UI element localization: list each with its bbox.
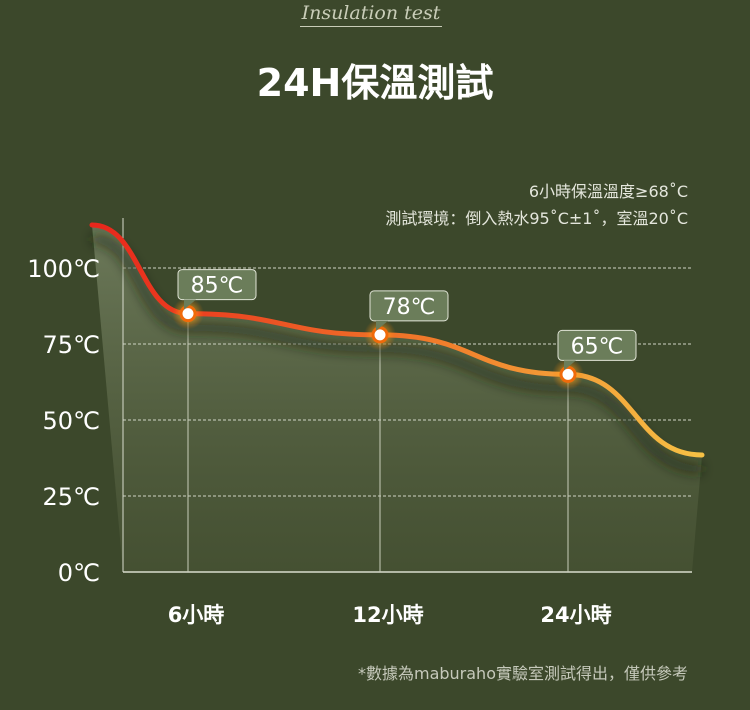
page-title: 24H保溫測試 <box>256 61 494 105</box>
footnote: *數據為maburaho實驗室測試得出，僅供參考 <box>357 664 688 683</box>
data-point <box>179 305 197 323</box>
data-label: 78℃ <box>369 290 449 331</box>
y-tick-label: 75℃ <box>43 331 101 359</box>
x-tick-label: 24小時 <box>540 603 611 627</box>
data-label: 65℃ <box>557 329 637 371</box>
subtitle: Insulation test <box>300 2 442 27</box>
data-point <box>559 365 577 383</box>
data-label-text: 65℃ <box>571 334 624 359</box>
note-conditions: 測試環境：倒入熱水95˚C±1˚，室溫20˚C <box>385 209 688 228</box>
data-label-box <box>557 329 637 361</box>
data-label-pointer <box>376 320 388 331</box>
y-tick-label: 0℃ <box>58 559 100 587</box>
data-label-box <box>369 290 449 322</box>
data-label-pointer <box>184 299 196 310</box>
data-label-box <box>177 269 257 301</box>
y-tick-label: 100℃ <box>27 255 100 283</box>
x-tick-label: 6小時 <box>168 603 225 627</box>
data-label: 85℃ <box>177 269 257 310</box>
data-label-text: 78℃ <box>383 295 436 320</box>
x-tick-label: 12小時 <box>352 603 423 627</box>
area-fill <box>92 225 702 572</box>
data-label-text: 85℃ <box>191 274 244 299</box>
data-point <box>371 326 389 344</box>
note-retention: 6小時保溫溫度≥68˚C <box>528 182 688 201</box>
y-tick-label: 50℃ <box>43 407 101 435</box>
data-label-pointer <box>564 360 576 371</box>
y-tick-label: 25℃ <box>43 483 101 511</box>
